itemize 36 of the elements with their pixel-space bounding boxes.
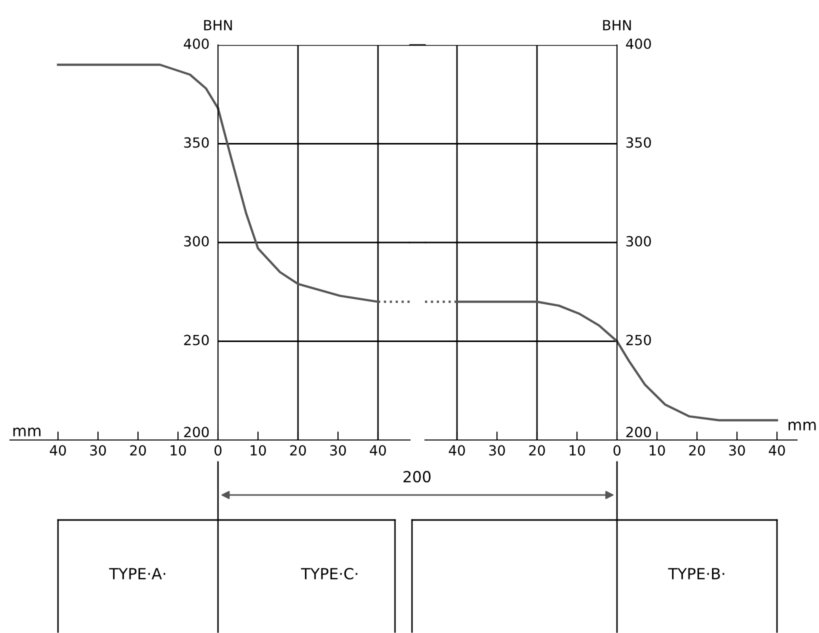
y2-axis-title: BHN: [603, 20, 631, 30]
x-tick-label: 20: [529, 445, 545, 456]
x-tick-label: 30: [330, 445, 346, 456]
y-tick-label: 250: [184, 334, 209, 346]
x-tick-label: 30: [729, 445, 745, 456]
y-tick-label: 200: [184, 426, 209, 438]
x-tick-label: 10: [250, 445, 266, 456]
text: TYPE·A·: [109, 568, 166, 580]
x-tick-label: 40: [370, 445, 386, 456]
y-tick-label: 400: [184, 38, 209, 50]
x-tick-label: 30: [90, 445, 106, 456]
y2-tick-label: 200: [626, 426, 651, 438]
y2-tick-label: 300: [626, 236, 651, 247]
y-tick-label: 350: [184, 137, 209, 148]
y2-tick-label: 400: [626, 38, 651, 50]
x-tick-label: 40: [50, 445, 66, 456]
x-tick-label: 10: [650, 445, 665, 456]
x-tick-label: 40: [768, 445, 785, 456]
x-tick-label: 0: [214, 445, 222, 456]
y-tick-label: 300: [184, 236, 209, 247]
x-tick-label: 0: [613, 445, 620, 456]
text: TYPE·B·: [668, 568, 724, 580]
y2-tick-label: 250: [626, 334, 651, 346]
text: TYPE·C·: [301, 568, 358, 580]
x-tick-label: 30: [489, 445, 505, 456]
x-tick-label: 40: [448, 445, 465, 456]
x-tick-label: 20: [290, 445, 306, 456]
annotation: mm: [13, 428, 40, 436]
x-tick-label: 10: [570, 445, 585, 456]
x-tick-label: 20: [130, 445, 146, 456]
y2-tick-label: 350: [626, 137, 651, 148]
annotation: mm: [788, 422, 816, 430]
x-tick-label: 10: [170, 445, 186, 456]
text: 200: [404, 470, 431, 482]
y-axis-title: BHN: [204, 20, 232, 30]
x-tick-label: 20: [689, 445, 705, 456]
